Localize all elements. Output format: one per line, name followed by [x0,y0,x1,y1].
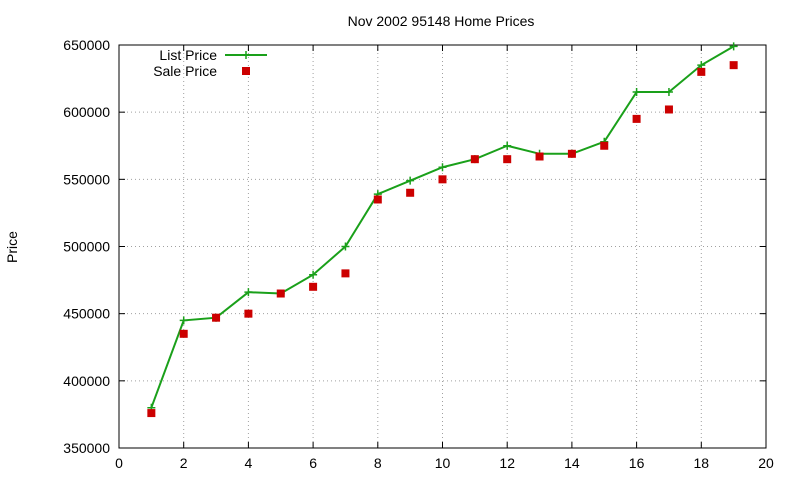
y-tick-label: 550000 [63,171,110,187]
x-tick-label: 8 [374,455,382,471]
x-tick-label: 10 [435,455,451,471]
sale-price-point [244,309,253,318]
sale-price-point [470,155,479,164]
y-axis-label: Price [4,231,20,263]
legend-label: Sale Price [153,63,217,79]
x-tick-label: 20 [758,455,774,471]
y-tick-label: 450000 [63,306,110,322]
x-axis: 0 2 4 6 8 10 12 14 16 18 20 [115,45,774,471]
sale-price-point [503,155,512,164]
sale-price-point [664,105,673,114]
list-price-point [729,42,738,51]
list-price-point [341,242,350,251]
sale-price-point [341,269,350,278]
sale-price-point [567,149,576,158]
x-tick-label: 4 [245,455,253,471]
y-tick-label: 650000 [63,37,110,53]
list-price-point [179,316,188,325]
sale-price-point [212,313,221,322]
legend-marker [242,51,250,59]
y-tick-label: 600000 [63,104,110,120]
series-sale-price [147,61,738,418]
sale-price-point [309,282,318,291]
series-layer [147,42,738,418]
sale-price-point [697,67,706,76]
y-tick-label: 400000 [63,373,110,389]
list-price-point [309,270,318,279]
list-price-point [438,163,447,172]
sale-price-point [632,114,641,123]
list-price-point [664,88,673,97]
chart-title: Nov 2002 95148 Home Prices [348,13,535,29]
list-price-point [632,88,641,97]
y-tick-label: 500000 [63,239,110,255]
sale-price-point [406,188,415,197]
x-tick-label: 2 [180,455,188,471]
list-price-point [697,61,706,70]
sale-price-point [600,141,609,150]
x-tick-label: 18 [694,455,710,471]
legend-label: List Price [159,47,217,63]
list-price-point [406,176,415,185]
sale-price-point [535,152,544,161]
legend-marker [242,67,250,75]
x-tick-label: 0 [115,455,123,471]
x-tick-label: 16 [629,455,645,471]
sale-price-point [179,329,188,338]
grid [119,45,766,448]
sale-price-point [276,289,285,298]
sale-price-point [729,61,738,70]
sale-price-point [373,195,382,204]
sale-price-point [438,175,447,184]
list-price-point [244,288,253,297]
sale-price-point [147,409,156,418]
x-tick-label: 14 [564,455,580,471]
x-tick-label: 12 [499,455,515,471]
y-axis: 350000 400000 450000 500000 550000 600000 6500… [63,37,766,456]
list-price-point [503,141,512,150]
x-tick-label: 6 [309,455,317,471]
y-tick-label: 350000 [63,440,110,456]
